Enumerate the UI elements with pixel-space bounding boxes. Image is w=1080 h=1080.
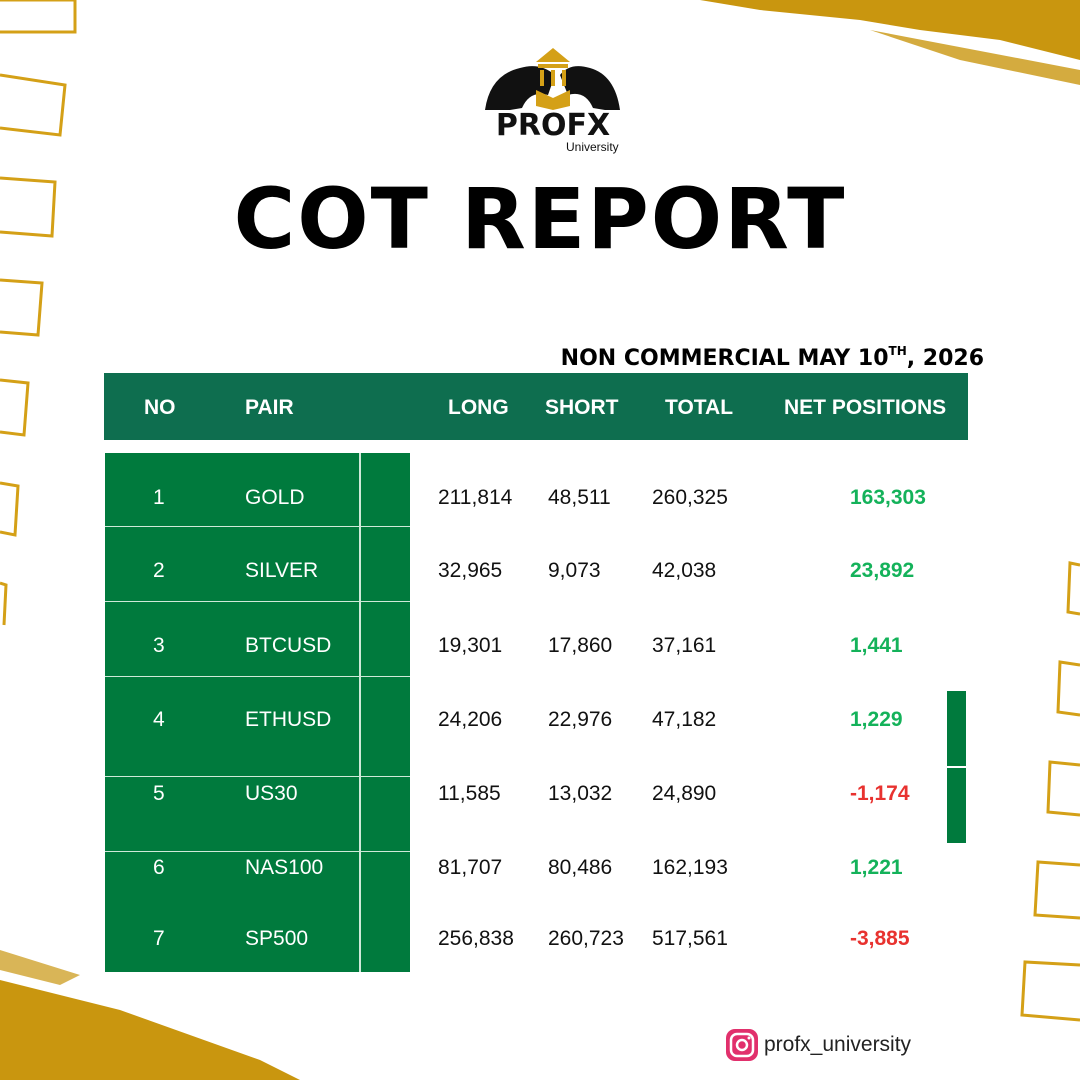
value-cell: 17,860 (548, 634, 613, 657)
row-number: 5 (153, 782, 165, 805)
social-handle: profx_university (764, 1033, 912, 1056)
logo-brand: PROFX (495, 108, 611, 143)
value-cell: 42,038 (652, 559, 717, 582)
pair-name: NAS100 (245, 856, 324, 879)
row-number: 2 (153, 559, 165, 582)
row-number: 6 (153, 856, 165, 879)
value-cell: 81,707 (438, 856, 503, 879)
row-number: 3 (153, 634, 165, 657)
title: COT REPORT (233, 170, 847, 268)
row-number: 4 (153, 708, 165, 731)
value-cell: 48,511 (548, 486, 611, 509)
value-cell: -3,885 (850, 927, 910, 950)
header-cell: NET POSITIONS (784, 396, 947, 419)
header-bar (104, 373, 968, 440)
subtitle-text: NON COMMERCIAL MAY 10 (560, 346, 889, 371)
value-cell: 1,221 (850, 856, 903, 879)
header-cell: NO (144, 396, 176, 419)
pair-name: GOLD (245, 486, 305, 509)
value-cell: 23,892 (850, 559, 915, 582)
value-cell: 211,814 (438, 486, 513, 509)
pair-name: ETHUSD (245, 708, 332, 731)
row-divider (105, 776, 410, 777)
pair-name: SILVER (245, 559, 319, 582)
value-cell: 162,193 (652, 856, 728, 879)
value-cell: 517,561 (652, 927, 728, 950)
subtitle: NON COMMERCIAL MAY 10TH, 2026 (561, 344, 984, 371)
value-cell: 1,229 (850, 708, 903, 731)
value-cell: 24,890 (652, 782, 717, 805)
value-cell: 80,486 (548, 856, 613, 879)
value-cell: 256,838 (438, 927, 514, 950)
value-cell: 11,585 (438, 782, 501, 805)
subtitle-tail: , 2026 (906, 346, 984, 371)
value-cell: 24,206 (438, 708, 503, 731)
value-cell: 1,441 (850, 634, 903, 657)
value-cell: 37,161 (652, 634, 717, 657)
value-cell: 22,976 (548, 708, 613, 731)
value-cell: 47,182 (652, 708, 717, 731)
value-cell: 19,301 (438, 634, 503, 657)
header-cell: PAIR (245, 396, 294, 419)
value-cell: 260,325 (652, 486, 728, 509)
subtitle-sup: TH (888, 344, 907, 358)
pair-name: US30 (245, 782, 298, 805)
value-cell: 260,723 (548, 927, 624, 950)
header-cell: SHORT (545, 396, 619, 419)
row-number: 7 (153, 927, 165, 950)
value-cell: 13,032 (548, 782, 613, 805)
value-cell: 9,073 (548, 559, 601, 582)
pair-name: SP500 (245, 927, 309, 950)
row-divider (105, 526, 410, 527)
column-divider (359, 453, 361, 972)
pair-name: BTCUSD (245, 634, 332, 657)
row-divider (105, 851, 410, 852)
value-cell: 163,303 (850, 486, 926, 509)
header-cell: TOTAL (665, 396, 734, 419)
row-divider (105, 676, 410, 677)
header-cell: LONG (448, 396, 509, 419)
row-divider (105, 601, 410, 602)
value-cell: 32,965 (438, 559, 503, 582)
logo-sub: University (566, 140, 619, 154)
value-cell: -1,174 (850, 782, 910, 805)
row-number: 1 (153, 486, 165, 509)
